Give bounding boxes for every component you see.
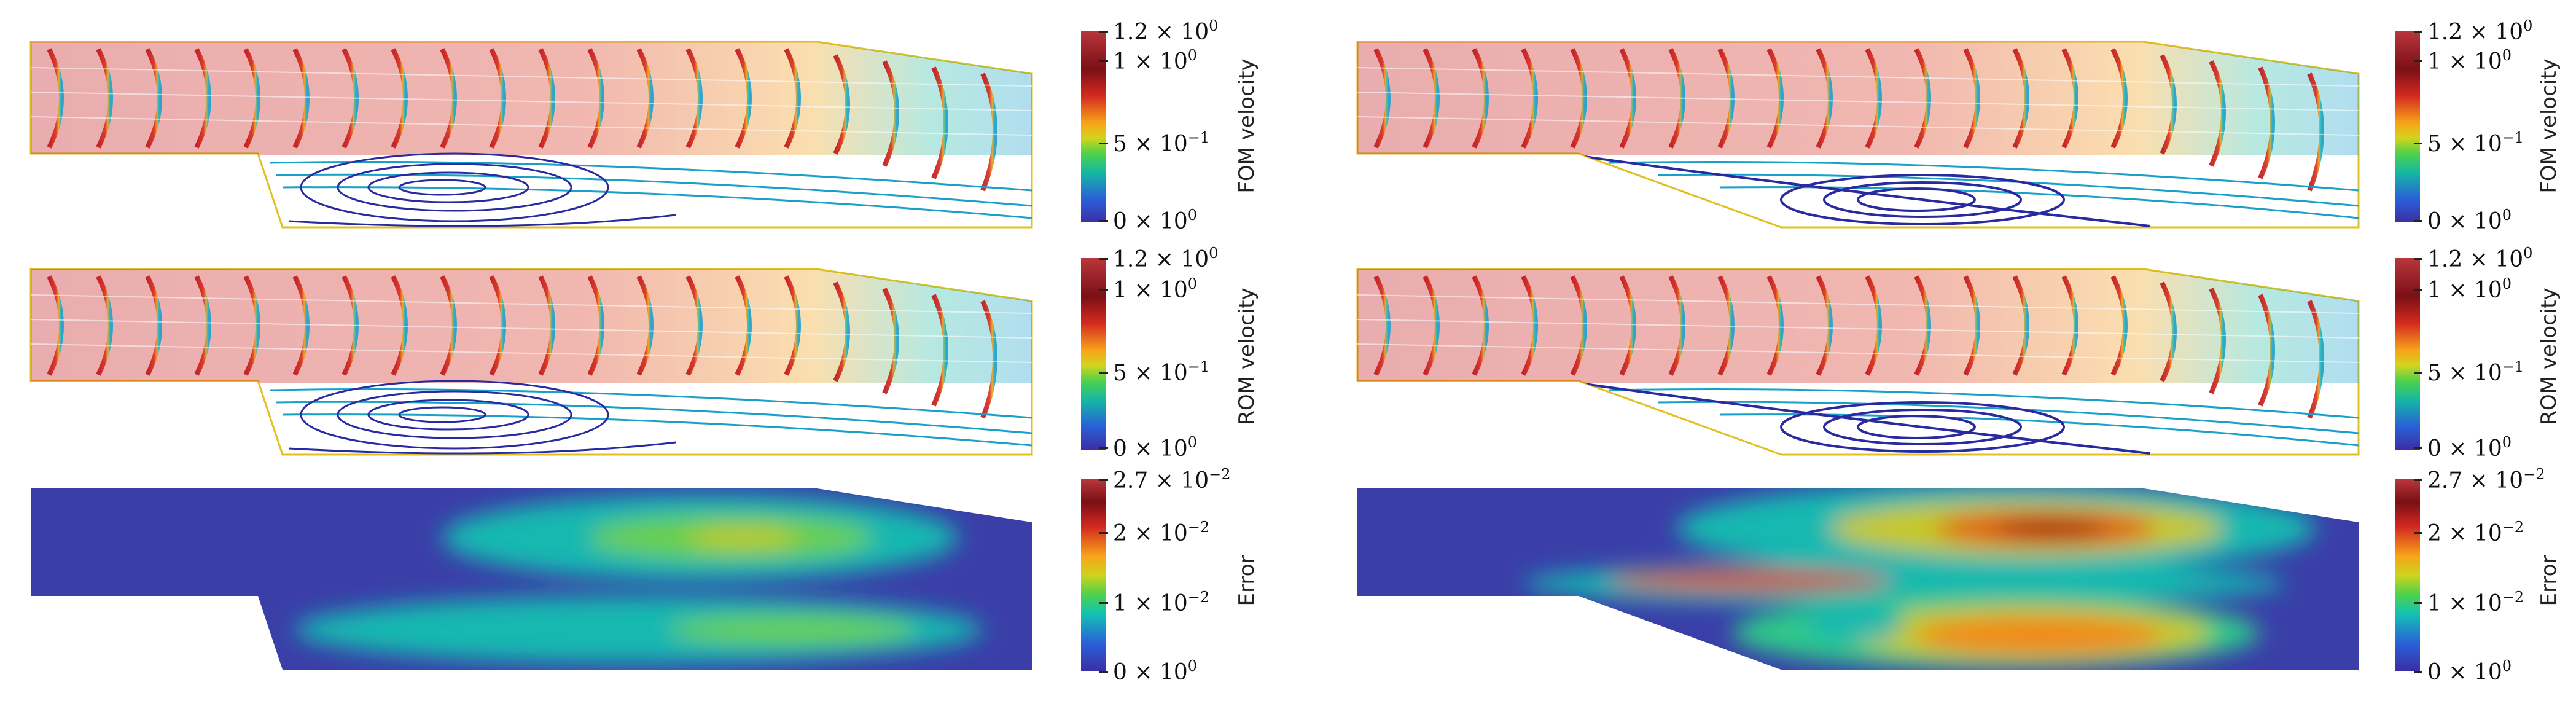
tick-label: 2.7 × 10 (2427, 468, 2524, 493)
tick-label: 2 × 10 (2427, 521, 2502, 546)
panel-left-rom (25, 258, 1106, 461)
panel-left-error (25, 479, 1106, 682)
colorbar-label-fom-velocity: FOM velocity (2537, 58, 2561, 194)
tick-label: 0 × 10 (1113, 209, 1188, 234)
tick-label: 5 × 10 (2427, 131, 2502, 157)
colorbar-label-error: Error (1235, 555, 1259, 606)
tick-label: 0 × 10 (2427, 209, 2502, 234)
colorbar-fom-velocity-right (2395, 31, 2420, 222)
colorbar-label-rom-velocity: ROM velocity (2537, 288, 2561, 425)
tick-label: 2 × 10 (1113, 521, 1188, 546)
tick-label: 1.2 × 10 (2427, 247, 2524, 272)
tick-label: 1 × 10 (2427, 278, 2502, 303)
tick-label: 0 × 10 (1113, 436, 1188, 461)
streamline-plot-right-fom (1356, 41, 2360, 229)
colorbar-rom-velocity-left (1081, 258, 1106, 450)
panel-right-rom (1351, 258, 2420, 461)
tick-label: 2.7 × 10 (1113, 468, 1209, 493)
colorbar-rom-velocity-right (2395, 258, 2420, 450)
tick-label: 5 × 10 (1113, 131, 1188, 157)
error-field-right (1357, 488, 2359, 670)
tick-label: 0 × 10 (1113, 660, 1188, 685)
tick-label: 1 × 10 (1113, 591, 1188, 616)
tick-label: 0 × 10 (2427, 660, 2502, 685)
streamline-plot-left-fom (29, 41, 1033, 229)
tick-label: 1.2 × 10 (1113, 247, 1209, 272)
tick-label: 1 × 10 (2427, 591, 2502, 616)
error-field-left (31, 488, 1032, 670)
colorbar-error-left (1081, 479, 1106, 671)
streamline-plot-right-rom (1356, 268, 2360, 456)
tick-label: 5 × 10 (2427, 361, 2502, 386)
tick-label: 1 × 10 (1113, 278, 1188, 303)
panel-right-error (1351, 479, 2420, 682)
panel-left-fom (25, 31, 1106, 233)
panel-right-fom (1351, 31, 2420, 233)
colorbar-label-error: Error (2537, 555, 2561, 606)
colorbar-fom-velocity-left (1081, 31, 1106, 222)
tick-label: 1.2 × 10 (1113, 20, 1209, 45)
colorbar-error-right (2395, 479, 2420, 671)
tick-label: 5 × 10 (1113, 361, 1188, 386)
colorbar-label-rom-velocity: ROM velocity (1235, 288, 1259, 425)
streamline-plot-left-rom (29, 268, 1033, 456)
tick-label: 1 × 10 (2427, 49, 2502, 74)
tick-label: 0 × 10 (2427, 436, 2502, 461)
colorbar-label-fom-velocity: FOM velocity (1235, 58, 1259, 194)
tick-label: 1 × 10 (1113, 49, 1188, 74)
tick-label: 1.2 × 10 (2427, 20, 2524, 45)
